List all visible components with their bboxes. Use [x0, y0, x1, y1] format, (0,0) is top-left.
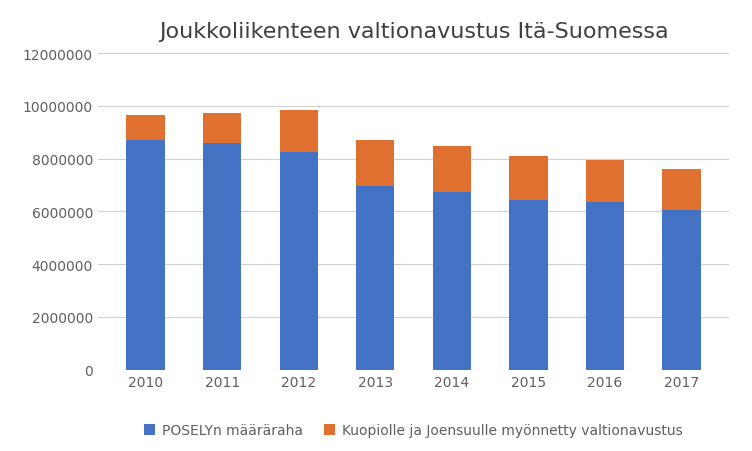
Bar [280, 110, 318, 153]
Bar [586, 203, 624, 370]
Bar [586, 161, 624, 203]
Title: Joukkoliikenteen valtionavustus Itä-Suomessa: Joukkoliikenteen valtionavustus Itä-Suom… [159, 22, 669, 41]
Bar [203, 113, 241, 143]
Bar [432, 192, 471, 370]
Bar [280, 153, 318, 370]
Bar [509, 200, 547, 370]
Legend: POSELYn määräraha, Kuopiolle ja Joensuulle myönnetty valtionavustus: POSELYn määräraha, Kuopiolle ja Joensuul… [138, 418, 689, 443]
Bar [356, 187, 395, 370]
Bar [126, 141, 165, 370]
Bar [432, 146, 471, 192]
Bar [126, 116, 165, 141]
Bar [663, 211, 701, 370]
Bar [663, 170, 701, 211]
Bar [356, 141, 395, 187]
Bar [203, 143, 241, 370]
Bar [509, 157, 547, 200]
